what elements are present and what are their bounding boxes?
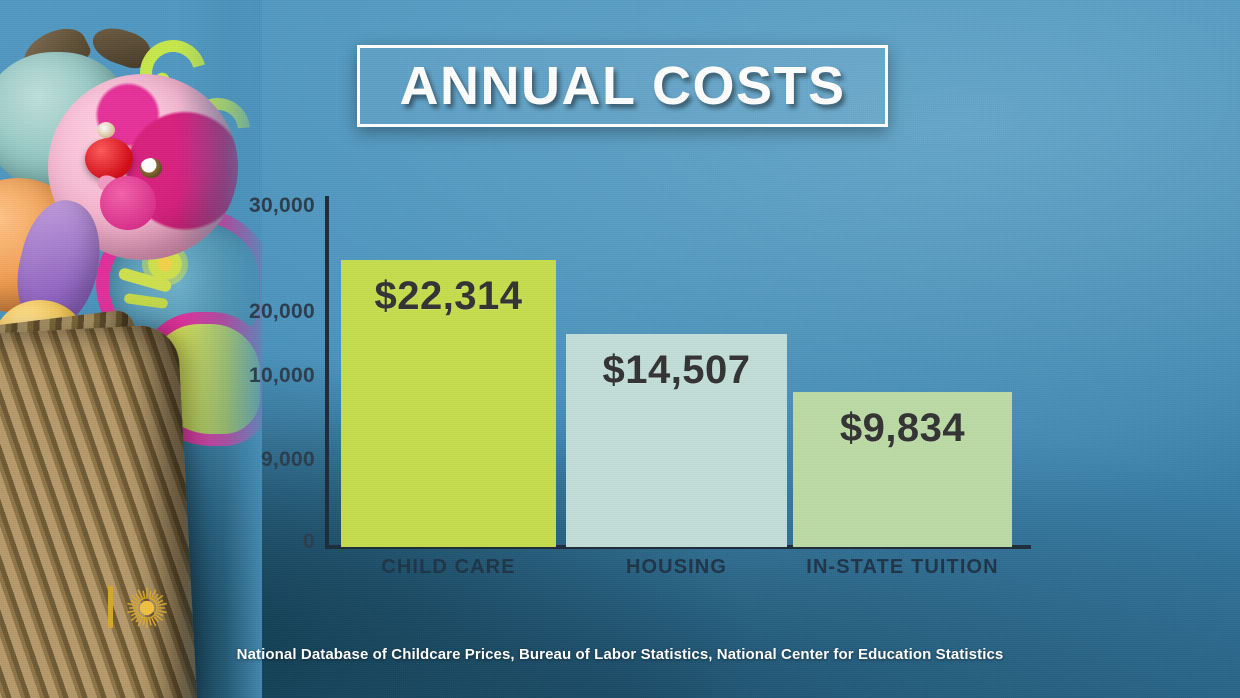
y-tick-0: 0: [303, 530, 315, 553]
y-axis-line: [325, 196, 329, 548]
logo-vertical-bar: [108, 586, 113, 628]
bar-value-housing: $14,507: [602, 348, 751, 392]
category-label-child-care: CHILD CARE: [381, 556, 516, 578]
bar-value-child-care: $22,314: [374, 274, 523, 318]
source-attribution: National Database of Childcare Prices, B…: [236, 646, 1004, 663]
y-tick-10000: 10,000: [248, 364, 315, 387]
sunburst-icon: [127, 587, 167, 629]
y-tick-9000: 9,000: [260, 448, 315, 471]
y-axis-tick-labels: 30,000 20,000 10,000 9,000 0: [180, 0, 315, 698]
bar-in-state-tuition: $9,834: [793, 392, 1012, 547]
photo-edge-fade: [0, 0, 262, 698]
bar-child-care: $22,314: [341, 260, 556, 547]
category-label-housing: HOUSING: [625, 556, 728, 578]
bar-housing: $14,507: [566, 334, 787, 547]
y-tick-30000: 30,000: [248, 194, 315, 217]
x-axis-line: [325, 545, 1031, 549]
category-label-in-state-tuition: IN-STATE TUITION: [806, 556, 999, 578]
page-title: ANNUAL COSTS: [399, 56, 846, 116]
y-tick-20000: 20,000: [248, 300, 315, 323]
bar-value-in-state-tuition: $9,834: [839, 406, 966, 450]
title-frame: ANNUAL COSTS: [357, 45, 888, 127]
network-logo: [108, 586, 180, 630]
plush-toys-basket-photo: [0, 0, 262, 698]
